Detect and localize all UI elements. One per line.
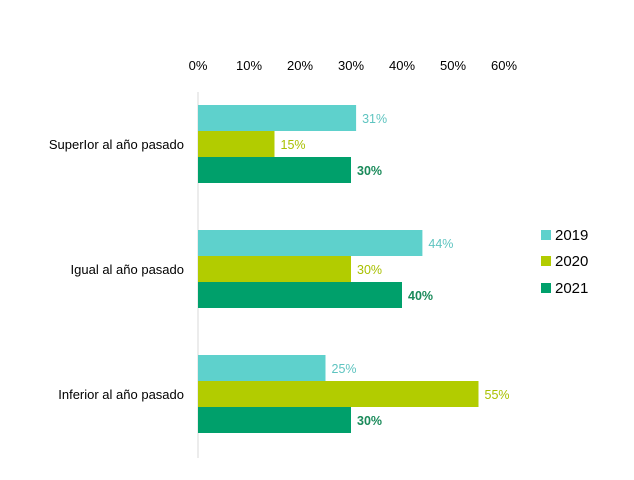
data-label: 40% <box>408 289 433 303</box>
bar-2020 <box>198 131 275 157</box>
legend-swatch <box>541 230 551 240</box>
x-tick-label: 20% <box>287 58 313 73</box>
data-label: 25% <box>332 362 357 376</box>
bar-2020 <box>198 256 351 282</box>
legend-label: 2021 <box>555 280 588 297</box>
bar-2019 <box>198 105 357 131</box>
data-label: 55% <box>485 388 510 402</box>
data-label: 30% <box>357 414 382 428</box>
x-tick-label: 50% <box>440 58 466 73</box>
legend: 2019 2020 2021 <box>541 227 588 297</box>
bar-2019 <box>198 230 423 256</box>
category-label: Igual al año pasado <box>71 262 184 277</box>
bars <box>198 105 479 433</box>
data-label: 30% <box>357 263 382 277</box>
legend-swatch <box>541 256 551 266</box>
data-labels: 31% 44% 25% 15% 30% 55% 30% 40% 30% <box>281 112 510 428</box>
category-label: SuperIor al año pasado <box>49 137 184 152</box>
bar-2021 <box>198 407 351 433</box>
data-label: 30% <box>357 164 382 178</box>
bar-2021 <box>198 157 351 183</box>
data-label: 15% <box>281 138 306 152</box>
bar-2020 <box>198 381 479 407</box>
legend-label: 2020 <box>555 253 588 270</box>
bar-2021 <box>198 282 402 308</box>
category-labels: SuperIor al año pasado Igual al año pasad… <box>49 137 184 402</box>
data-label: 44% <box>428 237 453 251</box>
x-tick-label: 10% <box>236 58 262 73</box>
x-tick-label: 40% <box>389 58 415 73</box>
data-label: 31% <box>362 112 387 126</box>
bar-2019 <box>198 355 326 381</box>
x-tick-label: 30% <box>338 58 364 73</box>
category-label: Inferior al año pasado <box>58 387 184 402</box>
x-tick-label: 60% <box>491 58 517 73</box>
x-tick-label: 0% <box>189 58 208 73</box>
legend-swatch <box>541 283 551 293</box>
legend-label: 2019 <box>555 227 588 244</box>
x-axis-ticks: 0% 10% 20% 30% 40% 50% 60% <box>189 58 518 73</box>
